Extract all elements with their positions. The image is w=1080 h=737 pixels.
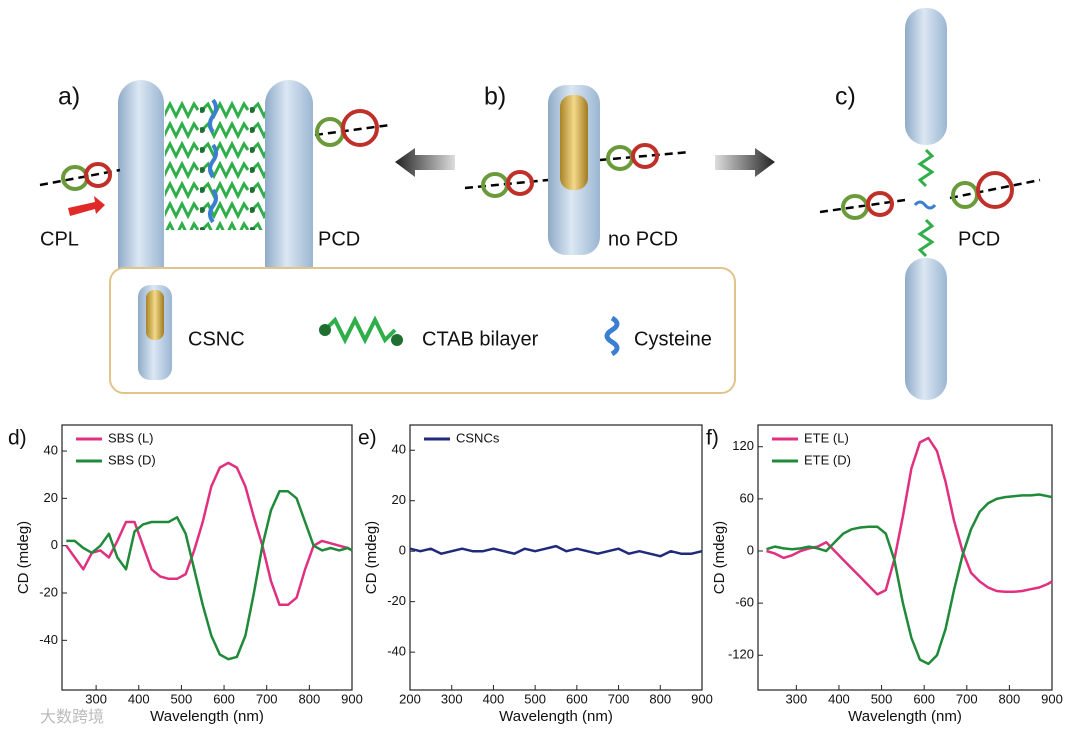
x-tick-label: 200 — [399, 691, 421, 706]
panel-label: d) — [8, 427, 27, 450]
x-axis-label: Wavelength (nm) — [150, 708, 264, 725]
y-tick-label: 20 — [392, 492, 406, 507]
plot-frame — [61, 424, 353, 691]
y-tick-label: 120 — [732, 438, 754, 453]
x-tick-label: 800 — [649, 691, 671, 706]
legend-label: ETE (D) — [804, 452, 851, 467]
data-line — [409, 544, 703, 558]
data-line — [66, 490, 353, 661]
y-tick-label: -60 — [735, 595, 754, 610]
x-tick-label: 700 — [608, 691, 630, 706]
x-axis-label: Wavelength (nm) — [848, 708, 962, 725]
x-tick-label: 400 — [828, 691, 850, 706]
label: CPL — [40, 228, 79, 250]
watermark: 大数跨境 — [40, 707, 104, 726]
csnc-icon-core — [146, 290, 164, 340]
data-line — [766, 493, 1053, 666]
panel-label: c) — [835, 83, 856, 111]
y-tick-label: 0 — [747, 542, 754, 557]
x-tick-label: 600 — [913, 691, 935, 706]
legend-label: CSNCs — [456, 430, 500, 445]
ctab-icon-head — [319, 324, 331, 336]
panel-label: a) — [58, 83, 80, 111]
cysteine — [913, 200, 937, 210]
legend-box — [109, 267, 736, 394]
rod — [905, 258, 947, 400]
x-tick-label: 400 — [483, 691, 505, 706]
ctab — [917, 148, 935, 258]
arrow — [715, 148, 775, 177]
y-tick-label: -120 — [728, 647, 754, 662]
legend-label: CTAB bilayer — [422, 328, 539, 350]
label: PCD — [318, 228, 360, 250]
panel-label: f) — [706, 427, 719, 450]
light-arrows — [39, 109, 1041, 220]
x-tick-label: 500 — [871, 691, 893, 706]
panel-label: e) — [358, 427, 377, 450]
y-tick-label: 40 — [44, 442, 58, 457]
label: PCD — [958, 228, 1000, 250]
x-tick-label: 600 — [566, 691, 588, 706]
x-tick-label: 500 — [524, 691, 546, 706]
x-tick-label: 900 — [691, 691, 713, 706]
y-axis-label: CD (mdeg) — [363, 521, 380, 594]
y-tick-label: 0 — [399, 543, 406, 558]
x-tick-label: 300 — [85, 691, 107, 706]
cysteine-icon — [604, 315, 620, 357]
label: no PCD — [608, 228, 678, 250]
x-tick-label: 300 — [785, 691, 807, 706]
y-tick-label: -20 — [39, 584, 58, 599]
y-tick-label: 40 — [392, 442, 406, 457]
plot-frame — [757, 424, 1053, 691]
x-tick-label: 700 — [256, 691, 278, 706]
x-tick-label: 900 — [1041, 691, 1063, 706]
legend-label: SBS (L) — [108, 430, 154, 445]
y-axis-label: CD (mdeg) — [711, 521, 728, 594]
x-axis-label: Wavelength (nm) — [499, 708, 613, 725]
x-tick-label: 300 — [441, 691, 463, 706]
legend-label: ETE (L) — [804, 430, 849, 445]
schematic: a) b) c) CPL PCD no PCD PCD CSNC CTAB bi… — [39, 8, 1041, 400]
y-tick-label: 0 — [51, 537, 58, 552]
y-axis-label: CD (mdeg) — [15, 521, 32, 594]
x-tick-label: 800 — [999, 691, 1021, 706]
x-tick-label: 700 — [956, 691, 978, 706]
panel-label: b) — [484, 83, 506, 111]
arrow — [395, 148, 455, 177]
x-tick-label: 600 — [213, 691, 235, 706]
csnc-core — [560, 95, 588, 190]
legend-label: Cysteine — [634, 328, 712, 350]
y-tick-label: 60 — [740, 490, 754, 505]
x-tick-label: 400 — [128, 691, 150, 706]
legend-label: CSNC — [188, 328, 245, 350]
rod — [905, 8, 947, 145]
rod — [265, 80, 313, 320]
x-tick-label: 800 — [299, 691, 321, 706]
cysteine — [208, 98, 218, 224]
ctab-icon-head — [391, 334, 403, 346]
y-tick-label: -40 — [387, 644, 406, 659]
y-tick-label: -20 — [387, 593, 406, 608]
plot-frame — [409, 424, 703, 691]
legend-label: SBS (D) — [108, 452, 156, 467]
y-tick-label: 20 — [44, 490, 58, 505]
ctab-bilayers — [165, 100, 265, 230]
ctab-icon — [323, 315, 397, 345]
x-tick-label: 500 — [171, 691, 193, 706]
y-tick-label: -40 — [39, 632, 58, 647]
rod — [118, 80, 164, 320]
x-tick-label: 900 — [341, 691, 363, 706]
